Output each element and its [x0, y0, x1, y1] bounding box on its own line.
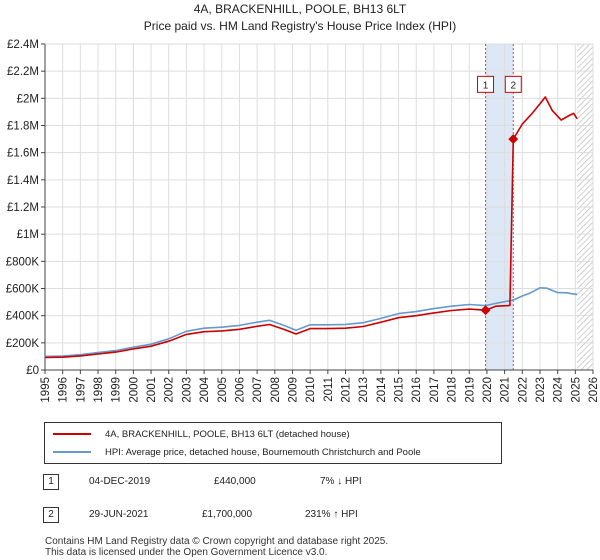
- x-tick-label: 2004: [199, 376, 211, 402]
- y-tick-label: £2.2M: [7, 66, 39, 78]
- x-tick-label: 2023: [535, 377, 547, 403]
- x-tick-label: 2008: [270, 377, 282, 403]
- x-tick-label: 2006: [234, 377, 246, 403]
- legend-label-property: 4A, BRACKENHILL, POOLE, BH13 6LT (detach…: [105, 428, 350, 440]
- y-tick-label: £1.2M: [7, 202, 39, 214]
- x-tick-label: 2002: [164, 377, 176, 403]
- legend-label-hpi: HPI: Average price, detached house, Bour…: [105, 446, 421, 458]
- x-tick-label: 2005: [217, 377, 229, 403]
- x-tick-label: 2017: [429, 377, 441, 403]
- y-tick-label: £2.4M: [7, 39, 39, 51]
- transaction-number-badge: 2: [43, 507, 59, 523]
- x-tick-label: 2001: [146, 377, 158, 403]
- x-tick-label: 1997: [75, 377, 87, 403]
- x-tick-label: 2025: [570, 377, 582, 403]
- x-tick-label: 2016: [411, 377, 423, 403]
- transaction-hpi-change: 7% ↓ HPI: [320, 476, 362, 487]
- x-tick-label: 2011: [323, 377, 335, 402]
- legend-swatch-property: [53, 433, 91, 435]
- x-tick-label: 2015: [394, 377, 406, 403]
- price-chart: £0 £200K £400K £600K £800K £1M £1.2M £1.4M £1.6M…: [6, 39, 600, 403]
- x-tick-label: 2012: [341, 377, 353, 403]
- x-tick-label: 2026: [588, 377, 600, 403]
- x-tick-label: 2003: [181, 377, 193, 403]
- y-tick-label: £1.6M: [7, 148, 39, 160]
- x-tick-label: 1999: [111, 377, 123, 403]
- y-tick-label: £1.8M: [7, 121, 39, 133]
- x-tick-label: 2013: [358, 377, 370, 403]
- x-tick-label: 2010: [305, 377, 317, 403]
- x-tick-label: 2024: [553, 376, 565, 402]
- sale-point-marker: [480, 305, 491, 316]
- chart-subtitle: Price paid vs. HM Land Registry's House …: [143, 19, 457, 33]
- x-tick-label: 1996: [58, 377, 70, 403]
- series-line-property: [44, 96, 578, 359]
- legend-item-hpi: HPI: Average price, detached house, Bour…: [53, 444, 421, 460]
- x-tick-label: 2018: [447, 377, 459, 403]
- legend-item-property: 4A, BRACKENHILL, POOLE, BH13 6LT (detach…: [53, 426, 350, 442]
- x-tick-label: 2020: [482, 377, 494, 403]
- transaction-date: 04-DEC-2019: [89, 476, 151, 487]
- y-tick-label: £400K: [6, 311, 40, 323]
- sale-number-box: [504, 75, 522, 93]
- sale-number-box: [477, 75, 495, 93]
- sale-number-label: 2: [510, 80, 516, 91]
- x-tick-label: 2022: [517, 377, 529, 403]
- y-tick-label: £600K: [6, 284, 40, 296]
- x-tick-label: 2014: [376, 376, 388, 402]
- x-tick-label: 2009: [287, 377, 299, 403]
- transaction-hpi-change: 231% ↑ HPI: [305, 509, 358, 520]
- x-tick-label: 1998: [93, 377, 105, 403]
- y-tick-label: £2M: [17, 93, 39, 105]
- sale-number-label: 1: [483, 80, 489, 91]
- x-tick-label: 2007: [252, 377, 264, 403]
- x-tick-label: 2021: [500, 377, 512, 403]
- footer-copyright: Contains HM Land Registry data © Crown c…: [45, 536, 389, 547]
- legend-swatch-hpi: [53, 451, 91, 453]
- chart-title: 4A, BRACKENHILL, POOLE, BH13 6LT: [193, 2, 407, 16]
- transaction-number-badge: 1: [43, 474, 59, 490]
- footer-licence: This data is licensed under the Open Gov…: [45, 547, 328, 558]
- y-tick-label: £1.4M: [7, 175, 39, 187]
- series-line-hpi: [44, 287, 578, 358]
- chart-legend: 4A, BRACKENHILL, POOLE, BH13 6LT (detach…: [44, 422, 502, 464]
- y-tick-label: £0: [26, 365, 39, 377]
- transaction-price: £1,700,000: [202, 509, 253, 520]
- sale-point-marker: [508, 134, 519, 145]
- x-tick-label: 2019: [464, 377, 476, 403]
- y-tick-label: £800K: [6, 256, 40, 268]
- transaction-date: 29-JUN-2021: [89, 509, 149, 520]
- y-tick-label: £200K: [6, 338, 40, 350]
- y-tick-label: £1M: [17, 229, 39, 241]
- x-tick-label: 2000: [128, 377, 140, 403]
- x-tick-label: 1995: [40, 377, 52, 403]
- transaction-price: £440,000: [214, 476, 256, 487]
